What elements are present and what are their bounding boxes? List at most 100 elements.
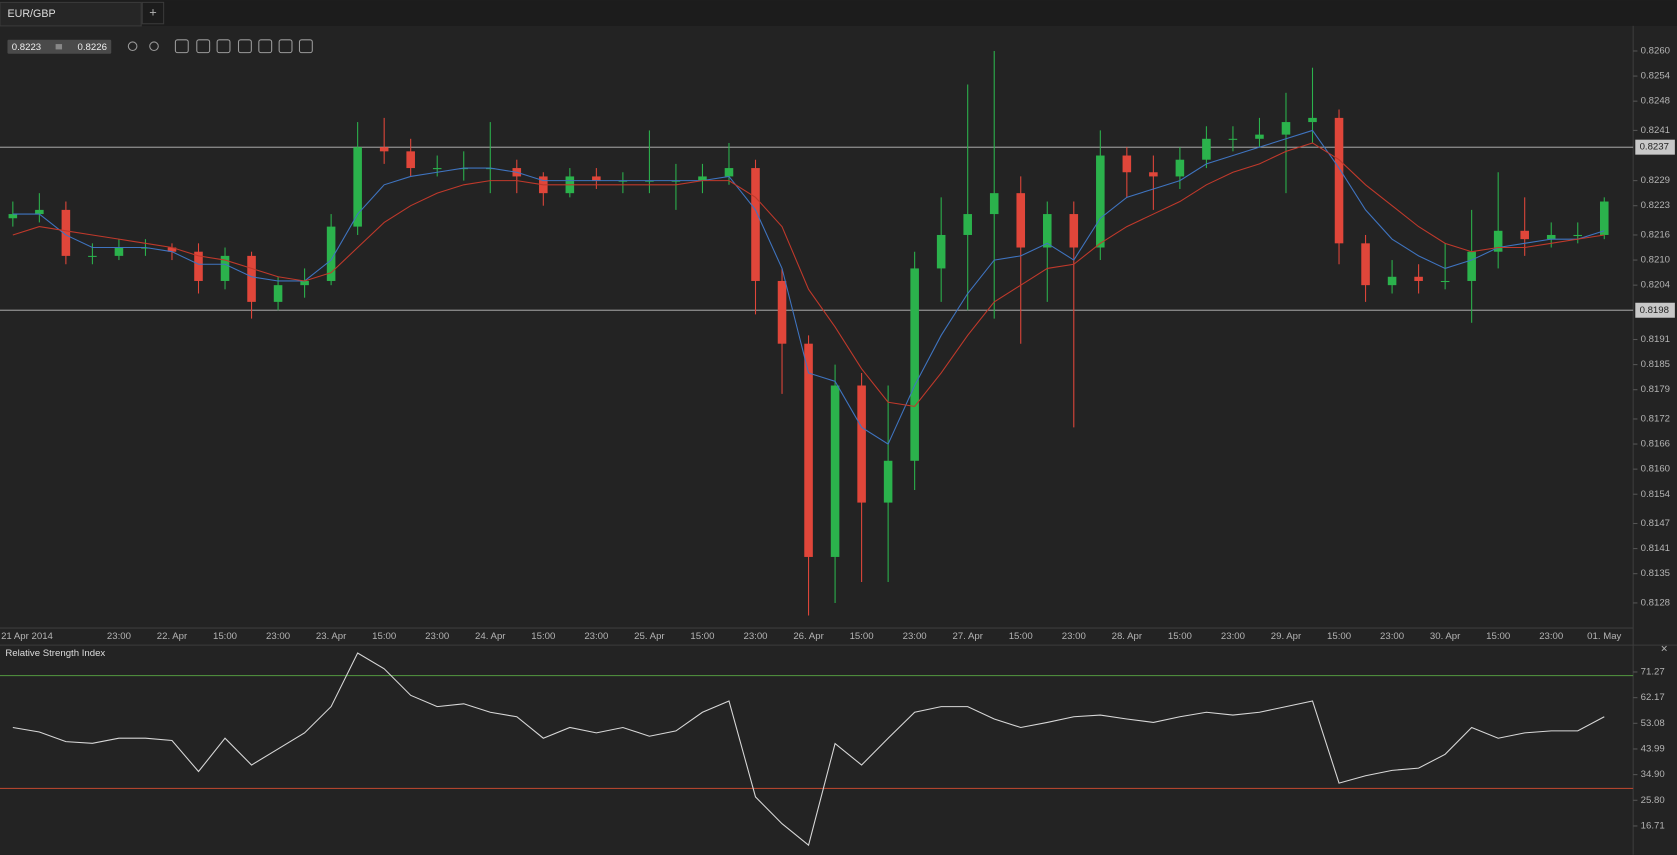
ask-price: 0.8226 [78, 42, 107, 53]
y-tick-label: 0.8166 [1641, 439, 1670, 450]
x-tick-label: 23:00 [1062, 631, 1086, 642]
y-tick-label: 0.8172 [1641, 414, 1670, 425]
x-tick-label: 15:00 [1327, 631, 1351, 642]
candle-body [857, 385, 866, 503]
x-tick-label: 15:00 [1168, 631, 1192, 642]
close-pane-icon[interactable]: × [1661, 643, 1668, 656]
candle-body [247, 255, 256, 302]
toolbar [127, 39, 313, 54]
x-tick-label: 23:00 [1380, 631, 1404, 642]
candle-body [1255, 134, 1264, 139]
x-tick-label: 21 Apr 2014 [1, 631, 53, 642]
candle-body [1414, 276, 1423, 281]
y-tick-label: 0.8260 [1641, 46, 1670, 57]
indicators-button[interactable] [216, 39, 231, 54]
y-tick-label: 43.99 [1641, 744, 1665, 755]
x-tick-label: 15:00 [531, 631, 555, 642]
candle-body [1096, 155, 1105, 248]
x-tick-label: 23:00 [1221, 631, 1245, 642]
candle-body [1361, 243, 1370, 286]
candle-body [1440, 280, 1450, 283]
candle-body [114, 247, 124, 256]
x-tick-label: 23:00 [425, 631, 449, 642]
y-tick-label: 25.80 [1641, 795, 1665, 806]
candle-body [910, 268, 919, 461]
candle-body [1546, 234, 1556, 240]
candle-body [432, 168, 442, 170]
objects-button[interactable] [258, 39, 273, 54]
candle-body [724, 168, 734, 177]
x-tick-label: 26. Apr [793, 631, 824, 642]
x-tick-label: 23:00 [107, 631, 131, 642]
add-tab-label: + [149, 4, 157, 19]
y-tick-label: 0.8160 [1641, 464, 1670, 475]
candle-body [379, 147, 389, 152]
x-tick-label: 15:00 [372, 631, 396, 642]
candle-body [1281, 122, 1291, 135]
pen-button[interactable] [298, 39, 313, 54]
candle-body [698, 176, 707, 181]
x-tick-label: 23:00 [266, 631, 290, 642]
moving-average [12, 129, 1605, 445]
candle-body [35, 209, 44, 215]
candle-body [1573, 234, 1583, 237]
x-tick-label: 27. Apr [952, 631, 983, 642]
x-tick-label: 30. Apr [1430, 631, 1461, 642]
y-tick-label: 0.8204 [1641, 280, 1671, 291]
y-tick-label: 0.8154 [1641, 489, 1671, 500]
add-tab-button[interactable] [141, 1, 165, 25]
y-tick-label: 62.17 [1641, 692, 1665, 703]
x-tick-label: 25. Apr [634, 631, 665, 642]
y-tick-label: 71.27 [1641, 667, 1665, 678]
zoom-out-button[interactable] [127, 41, 138, 52]
candle-body [989, 193, 999, 215]
candle-body [751, 168, 760, 281]
x-tick-label: 15:00 [690, 631, 714, 642]
candle-body [1387, 276, 1397, 286]
candle-body [300, 280, 309, 286]
candle-body [88, 255, 97, 257]
chart-type-button[interactable] [196, 39, 211, 54]
x-tick-label: 23. Apr [316, 631, 347, 642]
candle-body [804, 343, 813, 557]
candle-body [1334, 117, 1344, 244]
y-tick-label: 0.8128 [1641, 597, 1670, 608]
candle-body [1228, 138, 1238, 140]
x-tick-label: 22. Apr [157, 631, 188, 642]
x-tick-label: 23:00 [584, 631, 608, 642]
tab-bar [0, 0, 1677, 26]
candle-body [592, 176, 601, 181]
candle-body [273, 285, 283, 302]
candle-body [220, 255, 230, 281]
x-tick-label: 15:00 [213, 631, 237, 642]
x-tick-label: 15:00 [850, 631, 874, 642]
x-tick-label: 29. Apr [1271, 631, 1302, 642]
zoom-in-button[interactable] [149, 41, 159, 52]
y-tick-label: 0.8135 [1641, 568, 1670, 579]
moving-average [12, 142, 1605, 407]
template-button[interactable] [237, 39, 252, 54]
x-tick-label: 23:00 [743, 631, 767, 642]
y-tick-label: 0.8210 [1641, 255, 1670, 266]
tab[interactable] [0, 1, 142, 27]
candle-body [326, 226, 336, 281]
candle-body [963, 214, 972, 235]
y-tick-label: 0.8254 [1641, 71, 1671, 82]
draw-button[interactable] [278, 39, 293, 54]
y-tick-label: 0.8216 [1641, 230, 1670, 241]
bid-price: 0.8223 [12, 42, 41, 53]
timeframe-button[interactable] [174, 39, 189, 54]
y-tick-label: 0.8141 [1641, 543, 1670, 554]
y-tick-label: 0.8229 [1641, 175, 1670, 186]
candle-body [883, 460, 893, 503]
candle-body [1308, 117, 1317, 123]
y-tick-label: 0.8191 [1641, 334, 1670, 345]
candle-body [8, 214, 18, 219]
y-tick-label: 0.8179 [1641, 384, 1670, 395]
candle-body [1042, 214, 1052, 248]
price-label-box [1635, 302, 1675, 318]
candle-body [1149, 172, 1158, 177]
y-tick-label: 53.08 [1641, 718, 1665, 729]
candle-body [1069, 214, 1079, 248]
candle-body [936, 234, 946, 269]
